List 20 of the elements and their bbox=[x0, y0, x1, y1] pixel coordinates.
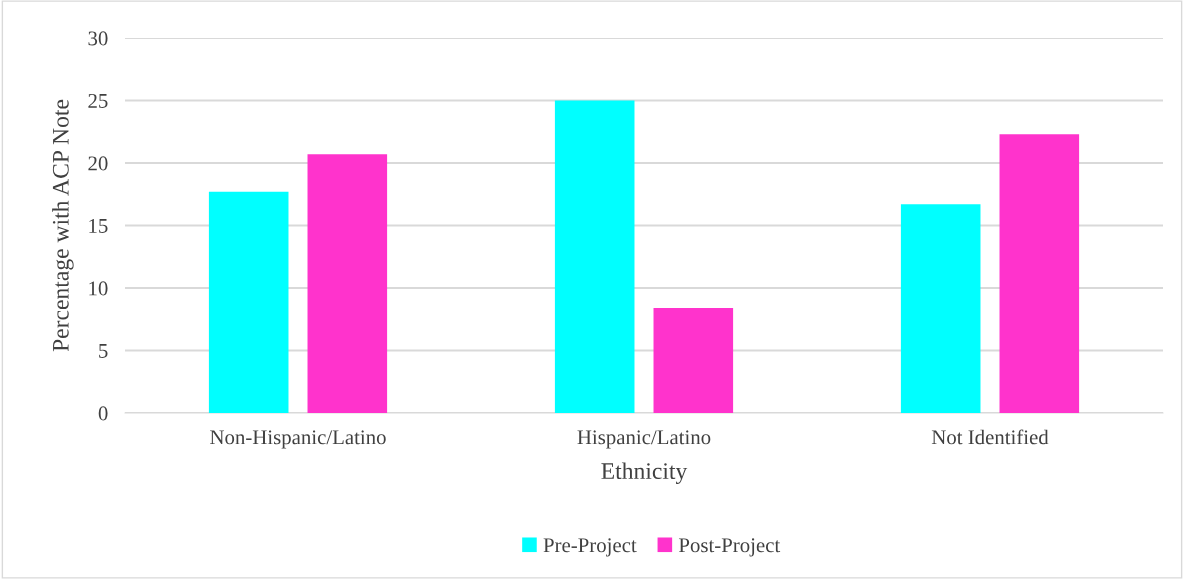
bar bbox=[208, 191, 289, 413]
y-tick-label: 25 bbox=[88, 93, 108, 108]
x-tick-label: Hispanic/Latino bbox=[577, 430, 711, 449]
y-axis-title: Percentage with ACP Note bbox=[52, 99, 74, 352]
y-tick-label: 5 bbox=[99, 344, 108, 358]
y-tick-label: 15 bbox=[89, 218, 108, 233]
legend-label: Post-Project bbox=[678, 538, 781, 557]
bar bbox=[554, 100, 635, 413]
y-tick-label: 0 bbox=[98, 406, 108, 421]
x-tick-label: Not Identified bbox=[931, 429, 1049, 445]
x-tick-label: Non-Hispanic/Latino bbox=[210, 430, 386, 449]
y-tick-label: 10 bbox=[89, 281, 108, 296]
bar bbox=[653, 308, 734, 413]
bar bbox=[307, 154, 388, 413]
y-tick-label: 20 bbox=[88, 156, 108, 171]
x-axis-title: Ethnicity bbox=[601, 462, 688, 484]
bar bbox=[900, 204, 981, 413]
legend-label: Pre-Project bbox=[543, 538, 637, 557]
y-tick-label: 30 bbox=[88, 31, 108, 46]
bar bbox=[999, 134, 1080, 413]
